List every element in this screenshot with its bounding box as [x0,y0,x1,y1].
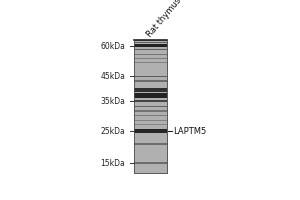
Text: LAPTM5: LAPTM5 [173,127,206,136]
Bar [134,143,166,145]
Bar [134,162,166,164]
Text: 25kDa: 25kDa [100,127,125,136]
Bar [134,129,166,130]
Text: 15kDa: 15kDa [100,159,125,168]
Bar [134,80,166,82]
Bar [134,129,166,133]
Bar [134,76,166,77]
Bar [134,88,166,92]
Bar [134,124,166,125]
Bar [134,44,166,47]
Bar [134,106,166,107]
Text: 45kDa: 45kDa [100,72,125,81]
Bar [134,93,166,98]
Bar [134,110,166,112]
Text: Rat thymus: Rat thymus [145,0,183,39]
Bar [134,49,166,50]
Bar [134,54,166,55]
Text: 35kDa: 35kDa [100,97,125,106]
Bar [134,115,166,116]
Bar [134,58,166,59]
Bar [134,100,166,102]
Text: 60kDa: 60kDa [100,42,125,51]
Bar [134,62,166,63]
Bar [134,40,166,173]
Bar [134,120,166,121]
